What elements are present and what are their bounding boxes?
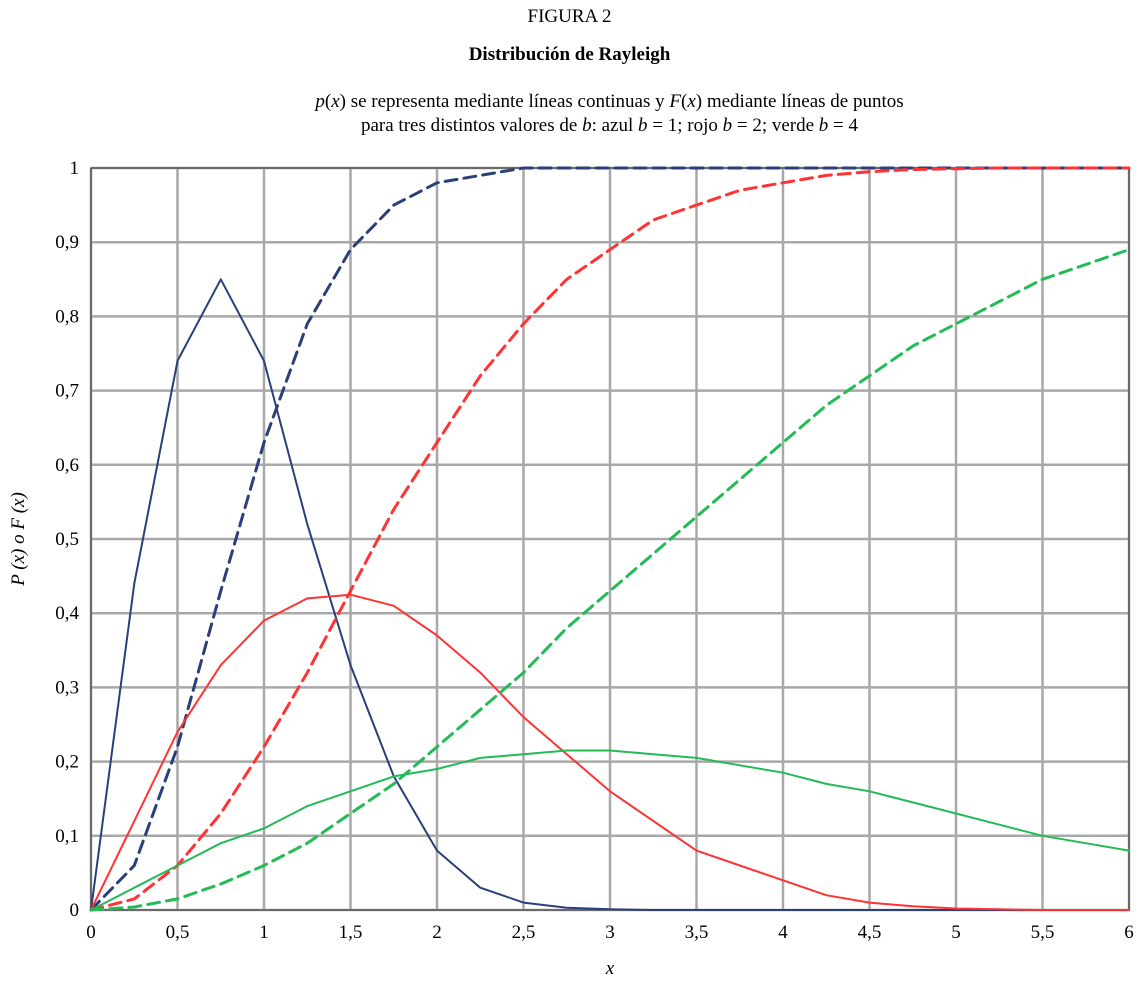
- x-tick-label: 0: [86, 922, 96, 943]
- y-tick-label: 0,4: [55, 603, 79, 624]
- x-tick-label: 2,5: [512, 922, 536, 943]
- y-tick-label: 0,6: [55, 455, 79, 476]
- caption-line-1: p(x) se representa mediante líneas conti…: [315, 91, 904, 112]
- y-tick-labels: 0 0,1 0,2 0,3 0,4 0,5 0,6 0,7 0,8 0,9 1: [55, 158, 79, 921]
- x-tick-label: 4,5: [858, 922, 882, 943]
- figure-caption: p(x) se representa mediante líneas conti…: [0, 90, 1139, 138]
- x-tick-label: 6: [1124, 922, 1134, 943]
- figure-title: Distribución de Rayleigh: [468, 44, 671, 65]
- y-tick-label: 0,8: [55, 306, 79, 327]
- series-line-5: [89, 248, 1131, 912]
- y-tick-label: 0: [70, 900, 80, 921]
- x-tick-label: 1,5: [339, 922, 363, 943]
- x-tick-label: 0,5: [166, 922, 190, 943]
- y-tick-label: 0,7: [55, 381, 79, 402]
- series-line-4: [90, 749, 1130, 911]
- x-tick-label: 1: [259, 922, 269, 943]
- x-axis-title: x: [605, 958, 615, 979]
- x-tick-label: 5: [951, 922, 961, 943]
- figure-number: FIGURA 2: [527, 6, 612, 27]
- y-axis-title: P (x) o F (x): [8, 492, 29, 587]
- y-tick-label: 0,1: [55, 826, 79, 847]
- y-tick-label: 0,5: [55, 529, 79, 550]
- x-tick-label: 5,5: [1031, 922, 1055, 943]
- y-tick-label: 0,9: [55, 232, 79, 253]
- y-tick-label: 0,2: [55, 752, 79, 773]
- y-tick-label: 1: [70, 158, 80, 179]
- chart-series: [89, 166, 1131, 912]
- x-tick-label: 2: [432, 922, 442, 943]
- series-line-2: [90, 593, 1130, 911]
- chart-grid: [89, 166, 1131, 912]
- x-tick-label: 4: [778, 922, 788, 943]
- caption-line-2: para tres distintos valores de b: azul b…: [360, 115, 859, 136]
- x-tick-label: 3,5: [685, 922, 709, 943]
- x-tick-labels: 0 0,5 1 1,5 2 2,5 3 3,5 4 4,5 5 5,5 6: [86, 922, 1134, 943]
- series-line-0: [90, 278, 1130, 911]
- series-line-3: [89, 166, 1131, 912]
- y-tick-label: 0,3: [55, 677, 79, 698]
- x-tick-label: 3: [605, 922, 615, 943]
